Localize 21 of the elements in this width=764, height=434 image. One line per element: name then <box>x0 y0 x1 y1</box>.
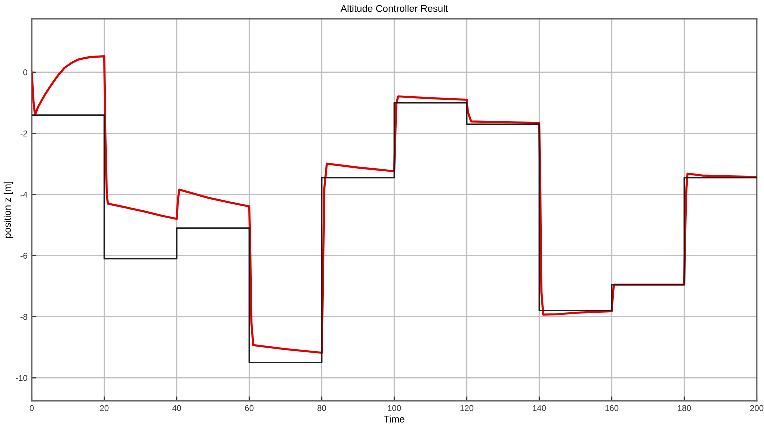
y-tick-label: -10 <box>16 375 28 382</box>
x-tick-label: 100 <box>388 405 402 412</box>
y-tick-label: -6 <box>20 253 28 259</box>
x-tick-label: 180 <box>678 405 692 412</box>
x-tick-label: 140 <box>533 405 546 412</box>
x-tick-label: 0 <box>30 405 34 412</box>
x-tick-label: 200 <box>750 405 764 412</box>
line-series <box>32 56 757 354</box>
y-tick-label: -4 <box>20 192 28 198</box>
x-tick-label: 160 <box>606 405 619 412</box>
chart-title: Altitude Controller Result <box>340 5 448 12</box>
y-tick-label: -2 <box>20 130 28 137</box>
y-tick-label: -8 <box>20 314 28 320</box>
y-tick-label: 0 <box>24 70 28 76</box>
x-tick-label: 60 <box>245 405 254 412</box>
x-tick-label: 40 <box>172 405 182 412</box>
x-tick-label: 120 <box>460 405 474 412</box>
x-axis-title: Time <box>384 416 405 423</box>
y-axis-title: position z [m] <box>4 182 14 238</box>
x-tick-label: 80 <box>318 405 326 412</box>
x-tick-label: 20 <box>100 405 109 412</box>
